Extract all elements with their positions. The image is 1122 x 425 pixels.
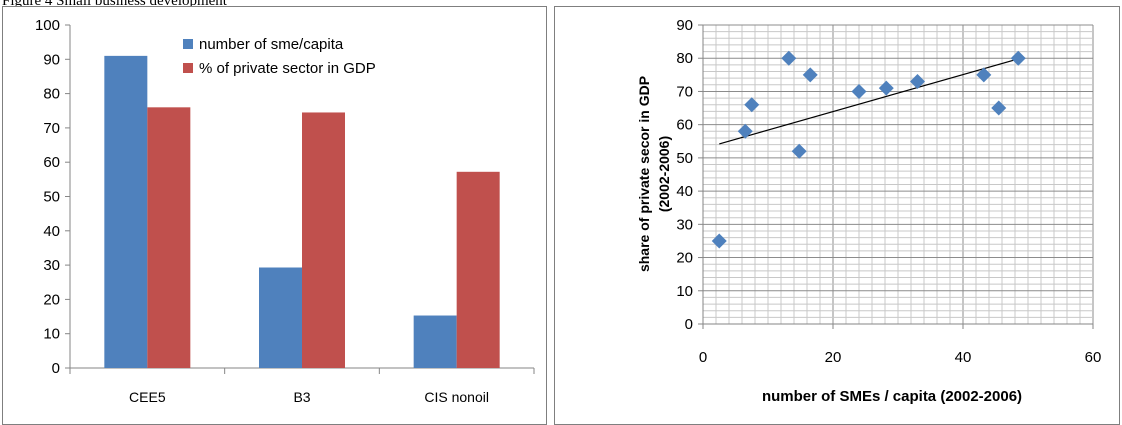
- x-tick-label: 20: [825, 349, 842, 366]
- data-point: [1010, 50, 1026, 66]
- data-point: [711, 233, 727, 249]
- y-axis-title: share of private secor in GDP (2002-2006): [636, 76, 672, 272]
- data-point: [851, 83, 867, 99]
- data-point: [791, 143, 807, 159]
- x-tick-label: B3: [293, 389, 310, 405]
- y-tick-label: 50: [43, 189, 60, 206]
- y-tick-label: 70: [43, 120, 60, 137]
- data-point: [991, 100, 1007, 116]
- y-tick-label: 0: [685, 316, 693, 333]
- x-tick-label: CIS nonoil: [424, 389, 489, 405]
- x-tick-label: CEE5: [129, 389, 166, 405]
- bar: [456, 171, 500, 368]
- y-tick-label: 90: [43, 51, 60, 68]
- y-tick-label: 50: [676, 150, 693, 167]
- data-point: [781, 50, 797, 66]
- data-point: [802, 67, 818, 83]
- y-tick-label: 30: [676, 216, 693, 233]
- y-tick-label: 20: [676, 250, 693, 267]
- legend-swatch: [183, 39, 193, 49]
- y-axis-title-line: share of private secor in GDP: [636, 76, 652, 272]
- x-tick-label: 40: [955, 349, 972, 366]
- x-axis-title: number of SMEs / capita (2002-2006): [762, 388, 1022, 405]
- y-tick-label: 80: [676, 50, 693, 67]
- y-tick-label: 10: [43, 326, 60, 343]
- y-tick-label: 0: [52, 360, 60, 377]
- bar: [413, 315, 457, 368]
- bar-chart-panel: 0 10 20 30 40 50 60 70 80 90 100 CEE5 B3 CIS nonoil nu…: [2, 6, 547, 425]
- figure-caption: Figure 4 Small business development: [2, 0, 227, 9]
- x-tick-label: 0: [699, 349, 707, 366]
- data-point: [737, 123, 753, 139]
- bar-chart: 0 10 20 30 40 50 60 70 80 90 100 CEE5 B3 CIS nonoil nu…: [35, 17, 535, 405]
- y-axis-title-line: (2002-2006): [656, 136, 672, 212]
- legend-swatch: [183, 63, 193, 73]
- y-tick-label: 40: [43, 223, 60, 240]
- trendline: [719, 58, 1019, 145]
- y-tick-label: 10: [676, 283, 693, 300]
- bar: [302, 112, 345, 368]
- x-tick-label: 60: [1085, 349, 1102, 366]
- y-tick-label: 100: [35, 17, 60, 34]
- scatter-chart: 0 10 20 30 40 50 60 70 80 90 0 20 40 60 number of SMEs…: [636, 17, 1102, 405]
- legend-label: % of private sector in GDP: [199, 60, 376, 77]
- y-tick-label: 40: [676, 183, 693, 200]
- y-tick-label: 80: [43, 86, 60, 103]
- y-tick-label: 90: [676, 17, 693, 34]
- y-tick-label: 30: [43, 257, 60, 274]
- scatter-chart-panel: 0 10 20 30 40 50 60 70 80 90 0 20 40 60 number of SMEs…: [554, 6, 1120, 425]
- bar: [259, 267, 302, 368]
- bar: [147, 107, 191, 368]
- y-tick-label: 60: [43, 154, 60, 171]
- y-tick-label: 70: [676, 83, 693, 100]
- legend-label: number of sme/capita: [199, 36, 344, 53]
- y-tick-label: 20: [43, 291, 60, 308]
- bar: [104, 55, 148, 369]
- data-point: [878, 80, 894, 96]
- data-point: [910, 73, 925, 89]
- data-point: [744, 97, 760, 113]
- y-tick-label: 60: [676, 117, 693, 134]
- data-point: [976, 67, 992, 83]
